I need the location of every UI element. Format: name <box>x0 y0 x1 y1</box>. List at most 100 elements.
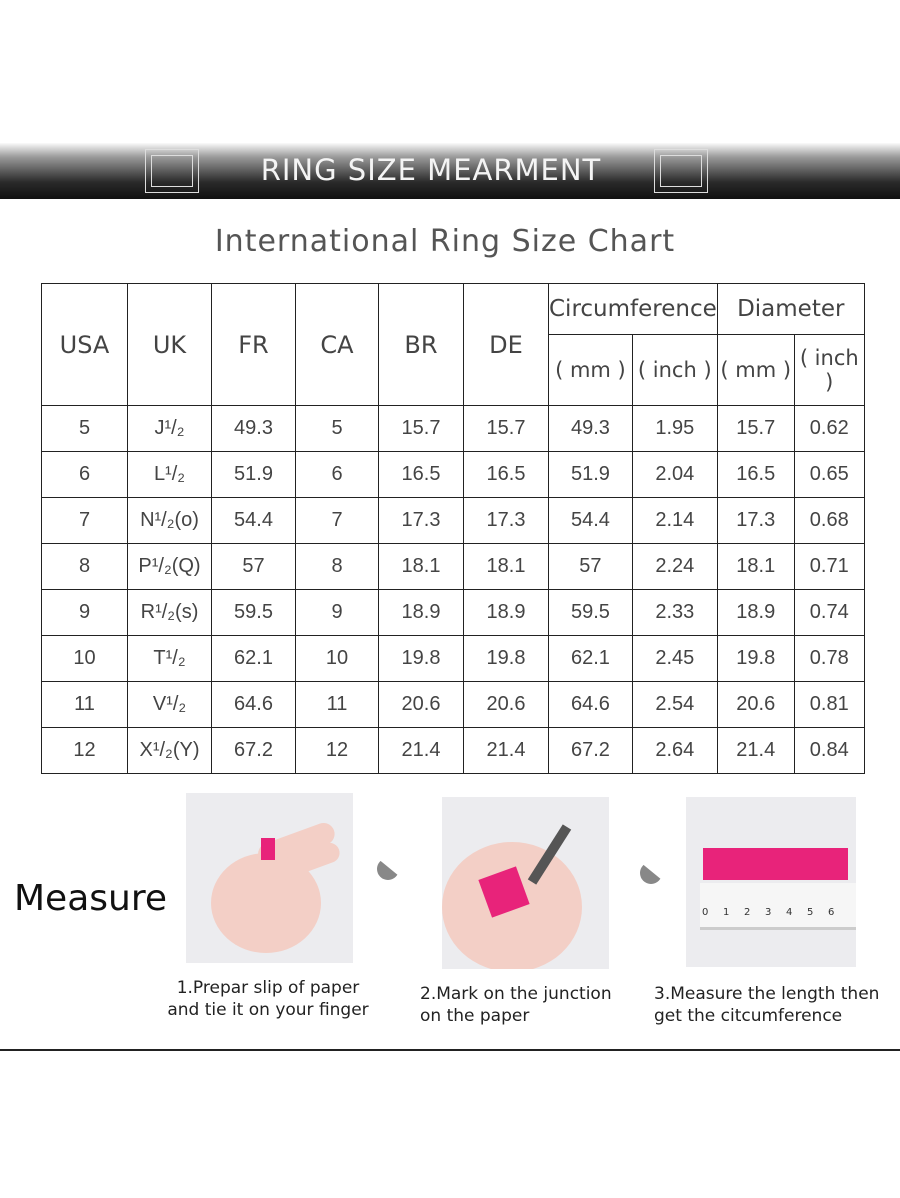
header-de: DE <box>463 283 549 406</box>
table-row: 9 R¹/₂(s) 59.5 9 18.9 18.9 59.5 2.33 18.9 0.74 <box>41 589 865 636</box>
table-cell: 5 <box>41 405 128 452</box>
table-cell: 0.71 <box>793 543 865 590</box>
header-usa: USA <box>41 283 128 406</box>
step-2-line-1: 2.Mark on the junction <box>420 984 612 1004</box>
step-3-line-2: get the citcumference <box>654 1006 843 1026</box>
ruler-tick-label: 1 <box>723 907 730 918</box>
chart-title: International Ring Size Chart <box>214 224 676 259</box>
measure-label: Measure <box>14 878 167 919</box>
table-cell: 18.9 <box>716 589 795 636</box>
table-row: 10 T¹/₂ 62.1 10 19.8 19.8 62.1 2.45 19.8 0.78 <box>41 635 865 682</box>
table-cell: 62.1 <box>211 635 296 682</box>
step-1-caption: 1.Prepar slip of paper and tie it on your… <box>158 977 378 1021</box>
table-row: 6 L¹/₂ 51.9 6 16.5 16.5 51.9 2.04 16.5 0.65 <box>41 451 865 498</box>
step2-mark-photo <box>442 797 609 972</box>
table-cell: 19.8 <box>378 635 464 682</box>
table-cell: 16.5 <box>463 451 549 498</box>
subheader-diam-inch: ( inch ) <box>793 334 865 406</box>
step3-ruler-photo: 0 1 2 3 4 5 6 <box>686 797 856 967</box>
ruler-tick-label: 5 <box>807 907 814 918</box>
table-cell: 19.8 <box>463 635 549 682</box>
table-cell: R¹/₂(s) <box>127 589 212 636</box>
table-cell: 57 <box>548 543 633 590</box>
table-cell: 2.33 <box>631 589 718 636</box>
table-row: 8 P¹/₂(Q) 57 8 18.1 18.1 57 2.24 18.1 0.71 <box>41 543 865 590</box>
table-cell: 6 <box>295 451 379 498</box>
table-cell: 67.2 <box>548 727 633 774</box>
subheader-circ-mm: ( mm ) <box>548 334 633 406</box>
table-cell: 2.64 <box>631 727 718 774</box>
table-cell: 57 <box>211 543 296 590</box>
table-cell: 0.74 <box>793 589 865 636</box>
table-cell: 2.24 <box>631 543 718 590</box>
arrow-right-icon <box>640 862 662 898</box>
ruler-tick-label: 3 <box>765 907 772 918</box>
table-cell: 5 <box>295 405 379 452</box>
table-cell: L¹/₂ <box>127 451 212 498</box>
hand-with-pen-icon <box>442 824 582 972</box>
header-fr: FR <box>211 283 296 406</box>
ruler-tick-label: 0 <box>702 907 709 918</box>
header-circumference: Circumference <box>548 283 718 335</box>
table-cell: 8 <box>295 543 379 590</box>
table-cell: P¹/₂(Q) <box>127 543 212 590</box>
table-cell: 18.1 <box>716 543 795 590</box>
table-cell: 15.7 <box>378 405 464 452</box>
arrow-right-icon <box>377 858 399 894</box>
table-cell: 49.3 <box>211 405 296 452</box>
header-br: BR <box>378 283 464 406</box>
hand-with-paper-icon <box>211 823 340 953</box>
table-cell: 49.3 <box>548 405 633 452</box>
table-cell: 51.9 <box>211 451 296 498</box>
table-cell: 12 <box>295 727 379 774</box>
table-cell: 10 <box>41 635 128 682</box>
ruler-tick-label: 2 <box>744 907 751 918</box>
ruler-icon: 0 1 2 3 4 5 6 <box>700 883 856 930</box>
step-3-caption: 3.Measure the length then get the citcumf… <box>654 983 879 1027</box>
subheader-diam-mm: ( mm ) <box>716 334 795 406</box>
ruler-tick-label: 4 <box>786 907 793 918</box>
table-cell: 18.1 <box>463 543 549 590</box>
table-cell: X¹/₂(Y) <box>127 727 212 774</box>
table-cell: 54.4 <box>548 497 633 544</box>
table-cell: 18.9 <box>378 589 464 636</box>
table-cell: 20.6 <box>378 681 464 728</box>
table-cell: 20.6 <box>716 681 795 728</box>
table-row: 7 N¹/₂(o) 54.4 7 17.3 17.3 54.4 2.14 17.3 0.68 <box>41 497 865 544</box>
square-frame-icon <box>654 149 708 193</box>
table-cell: 21.4 <box>463 727 549 774</box>
ring-size-table: USA UK FR CA BR DE Circumference Diamete… <box>41 283 865 774</box>
table-cell: 64.6 <box>548 681 633 728</box>
header-uk: UK <box>127 283 212 406</box>
step-1-line-2: and tie it on your finger <box>167 1000 369 1020</box>
table-cell: 2.04 <box>631 451 718 498</box>
table-row: 12 X¹/₂(Y) 67.2 12 21.4 21.4 67.2 2.64 21.4 0.84 <box>41 727 865 774</box>
table-cell: 12 <box>41 727 128 774</box>
table-cell: 54.4 <box>211 497 296 544</box>
table-cell: 2.45 <box>631 635 718 682</box>
table-cell: 9 <box>41 589 128 636</box>
table-cell: 51.9 <box>548 451 633 498</box>
step-3-line-1: 3.Measure the length then <box>654 984 880 1004</box>
table-cell: 0.68 <box>793 497 865 544</box>
table-cell: 20.6 <box>463 681 549 728</box>
step-2-caption: 2.Mark on the junction on the paper <box>420 983 612 1027</box>
table-cell: 21.4 <box>716 727 795 774</box>
table-cell: 10 <box>295 635 379 682</box>
table-cell: 2.14 <box>631 497 718 544</box>
step1-hand-photo <box>186 793 353 963</box>
divider <box>0 1049 900 1051</box>
table-cell: 62.1 <box>548 635 633 682</box>
step-2-line-2: on the paper <box>420 1006 530 1026</box>
table-cell: 59.5 <box>548 589 633 636</box>
table-cell: 21.4 <box>378 727 464 774</box>
table-cell: 8 <box>41 543 128 590</box>
table-cell: 17.3 <box>716 497 795 544</box>
title-banner <box>0 143 900 199</box>
table-cell: 17.3 <box>463 497 549 544</box>
table-cell: 1.95 <box>631 405 718 452</box>
header-ca: CA <box>295 283 379 406</box>
table-cell: 59.5 <box>211 589 296 636</box>
table-cell: V¹/₂ <box>127 681 212 728</box>
